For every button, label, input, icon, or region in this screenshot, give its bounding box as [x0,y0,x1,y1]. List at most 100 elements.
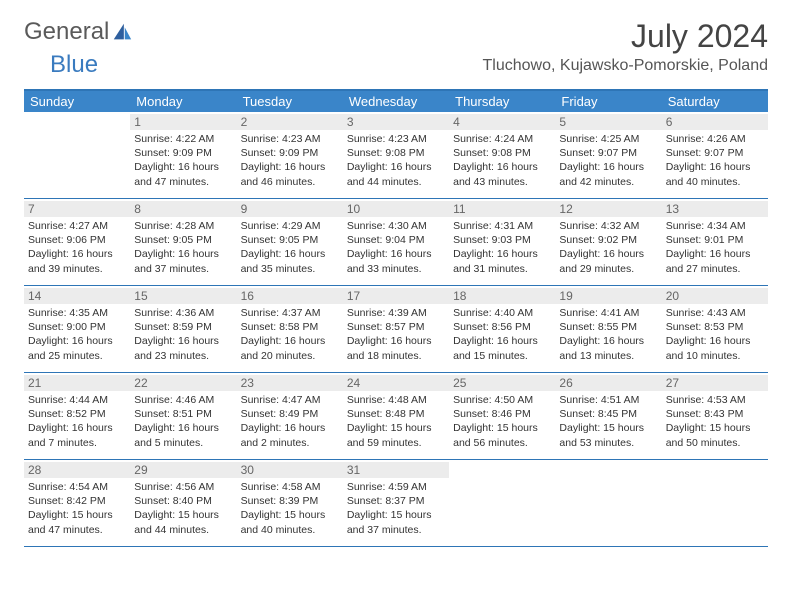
calendar: SundayMondayTuesdayWednesdayThursdayFrid… [24,89,768,547]
day-number: 25 [449,375,555,391]
day-number: 27 [662,375,768,391]
day-cell: 18Sunrise: 4:40 AMSunset: 8:56 PMDayligh… [449,286,555,372]
day-number: 3 [343,114,449,130]
weekday-header: Friday [555,91,661,112]
day-info: Sunrise: 4:31 AMSunset: 9:03 PMDaylight:… [453,219,551,276]
day-info: Sunrise: 4:35 AMSunset: 9:00 PMDaylight:… [28,306,126,363]
day-info: Sunrise: 4:22 AMSunset: 9:09 PMDaylight:… [134,132,232,189]
day-info: Sunrise: 4:30 AMSunset: 9:04 PMDaylight:… [347,219,445,276]
day-info: Sunrise: 4:24 AMSunset: 9:08 PMDaylight:… [453,132,551,189]
day-number: 8 [130,201,236,217]
day-cell: 14 Sunrise: 4:35 AMSunset: 9:00 PMDayligh… [24,286,130,372]
day-number: 9 [237,201,343,217]
day-info: Sunrise: 4:23 AMSunset: 9:09 PMDaylight:… [241,132,339,189]
day-cell: 22 Sunrise: 4:46 AMSunset: 8:51 PMDayligh… [130,373,236,459]
day-cell: 7Sunrise: 4:27 AMSunset: 9:06 PMDaylight… [24,199,130,285]
day-info: Sunrise: 4:39 AMSunset: 8:57 PMDaylight:… [347,306,445,363]
day-number: 6 [662,114,768,130]
day-number: 13 [662,201,768,217]
day-info: Sunrise: 4:47 AMSunset: 8:49 PMDaylight:… [241,393,339,450]
day-info: Sunrise: 4:37 AMSunset: 8:58 PMDaylight:… [241,306,339,363]
title-block: July 2024 Tluchowo, Kujawsko-Pomorskie, … [483,18,768,75]
day-info: Sunrise: 4:36 AMSunset: 8:59 PMDaylight:… [134,306,232,363]
day-number: 11 [449,201,555,217]
day-info: Sunrise: 4:23 AMSunset: 9:08 PMDaylight:… [347,132,445,189]
day-cell: 30 Sunrise: 4:58 AMSunset: 8:39 PMDayligh… [237,460,343,546]
day-cell: 5Sunrise: 4:25 AMSunset: 9:07 PMDaylight… [555,112,661,198]
day-cell: . [24,112,130,198]
day-cell: . [662,460,768,546]
day-number: 5 [555,114,661,130]
day-cell: 9 Sunrise: 4:29 AMSunset: 9:05 PMDaylight… [237,199,343,285]
day-info: Sunrise: 4:51 AMSunset: 8:45 PMDaylight:… [559,393,657,450]
day-number: 10 [343,201,449,217]
day-number: 31 [343,462,449,478]
day-cell: 3 Sunrise: 4:23 AMSunset: 9:08 PMDaylight… [343,112,449,198]
day-info: Sunrise: 4:46 AMSunset: 8:51 PMDaylight:… [134,393,232,450]
day-cell: . [449,460,555,546]
day-number: 29 [130,462,236,478]
week-row: 21 Sunrise: 4:44 AMSunset: 8:52 PMDayligh… [24,373,768,460]
day-info: Sunrise: 4:29 AMSunset: 9:05 PMDaylight:… [241,219,339,276]
day-info: Sunrise: 4:32 AMSunset: 9:02 PMDaylight:… [559,219,657,276]
day-cell: 12 Sunrise: 4:32 AMSunset: 9:02 PMDayligh… [555,199,661,285]
day-cell: . [555,460,661,546]
weekday-header: Thursday [449,91,555,112]
weekday-header: Sunday [24,91,130,112]
logo-text-general: General [24,18,109,46]
day-cell: 20 Sunrise: 4:43 AMSunset: 8:53 PMDayligh… [662,286,768,372]
day-info: Sunrise: 4:59 AMSunset: 8:37 PMDaylight:… [347,480,445,537]
day-cell: 13 Sunrise: 4:34 AMSunset: 9:01 PMDayligh… [662,199,768,285]
day-cell: 2 Sunrise: 4:23 AMSunset: 9:09 PMDaylight… [237,112,343,198]
day-info: Sunrise: 4:56 AMSunset: 8:40 PMDaylight:… [134,480,232,537]
day-cell: 16 Sunrise: 4:37 AMSunset: 8:58 PMDayligh… [237,286,343,372]
day-info: Sunrise: 4:43 AMSunset: 8:53 PMDaylight:… [666,306,764,363]
weekday-header: Monday [130,91,236,112]
day-info: Sunrise: 4:44 AMSunset: 8:52 PMDaylight:… [28,393,126,450]
day-cell: 25 Sunrise: 4:50 AMSunset: 8:46 PMDayligh… [449,373,555,459]
day-number: 2 [237,114,343,130]
week-row: 7Sunrise: 4:27 AMSunset: 9:06 PMDaylight… [24,199,768,286]
logo-text-blue: Blue [50,51,98,79]
weekday-header-row: SundayMondayTuesdayWednesdayThursdayFrid… [24,91,768,112]
day-info: Sunrise: 4:27 AMSunset: 9:06 PMDaylight:… [28,219,126,276]
day-number: 20 [662,288,768,304]
weeks-container: .1Sunrise: 4:22 AMSunset: 9:09 PMDayligh… [24,112,768,547]
day-cell: 10 Sunrise: 4:30 AMSunset: 9:04 PMDayligh… [343,199,449,285]
day-info: Sunrise: 4:41 AMSunset: 8:55 PMDaylight:… [559,306,657,363]
day-cell: 4 Sunrise: 4:24 AMSunset: 9:08 PMDaylight… [449,112,555,198]
week-row: 14 Sunrise: 4:35 AMSunset: 9:00 PMDayligh… [24,286,768,373]
day-number: 15 [130,288,236,304]
day-number: 26 [555,375,661,391]
day-number: 30 [237,462,343,478]
month-title: July 2024 [483,18,768,55]
day-cell: 24Sunrise: 4:48 AMSunset: 8:48 PMDayligh… [343,373,449,459]
week-row: 28Sunrise: 4:54 AMSunset: 8:42 PMDayligh… [24,460,768,547]
day-number: 4 [449,114,555,130]
day-cell: 8 Sunrise: 4:28 AMSunset: 9:05 PMDaylight… [130,199,236,285]
day-info: Sunrise: 4:58 AMSunset: 8:39 PMDaylight:… [241,480,339,537]
day-info: Sunrise: 4:53 AMSunset: 8:43 PMDaylight:… [666,393,764,450]
day-number: 12 [555,201,661,217]
weekday-header: Tuesday [237,91,343,112]
logo-sail-icon [111,21,133,43]
day-info: Sunrise: 4:26 AMSunset: 9:07 PMDaylight:… [666,132,764,189]
day-info: Sunrise: 4:54 AMSunset: 8:42 PMDaylight:… [28,480,126,537]
day-number: 21 [24,375,130,391]
weekday-header: Saturday [662,91,768,112]
day-number: 23 [237,375,343,391]
day-cell: 1Sunrise: 4:22 AMSunset: 9:09 PMDaylight… [130,112,236,198]
day-cell: 19Sunrise: 4:41 AMSunset: 8:55 PMDayligh… [555,286,661,372]
day-cell: 27 Sunrise: 4:53 AMSunset: 8:43 PMDayligh… [662,373,768,459]
day-cell: 31 Sunrise: 4:59 AMSunset: 8:37 PMDayligh… [343,460,449,546]
day-number: 22 [130,375,236,391]
day-cell: 29 Sunrise: 4:56 AMSunset: 8:40 PMDayligh… [130,460,236,546]
day-number: 16 [237,288,343,304]
day-info: Sunrise: 4:34 AMSunset: 9:01 PMDaylight:… [666,219,764,276]
day-cell: 21 Sunrise: 4:44 AMSunset: 8:52 PMDayligh… [24,373,130,459]
day-info: Sunrise: 4:28 AMSunset: 9:05 PMDaylight:… [134,219,232,276]
day-number: 14 [24,288,130,304]
day-info: Sunrise: 4:40 AMSunset: 8:56 PMDaylight:… [453,306,551,363]
location: Tluchowo, Kujawsko-Pomorskie, Poland [483,57,768,75]
day-info: Sunrise: 4:50 AMSunset: 8:46 PMDaylight:… [453,393,551,450]
